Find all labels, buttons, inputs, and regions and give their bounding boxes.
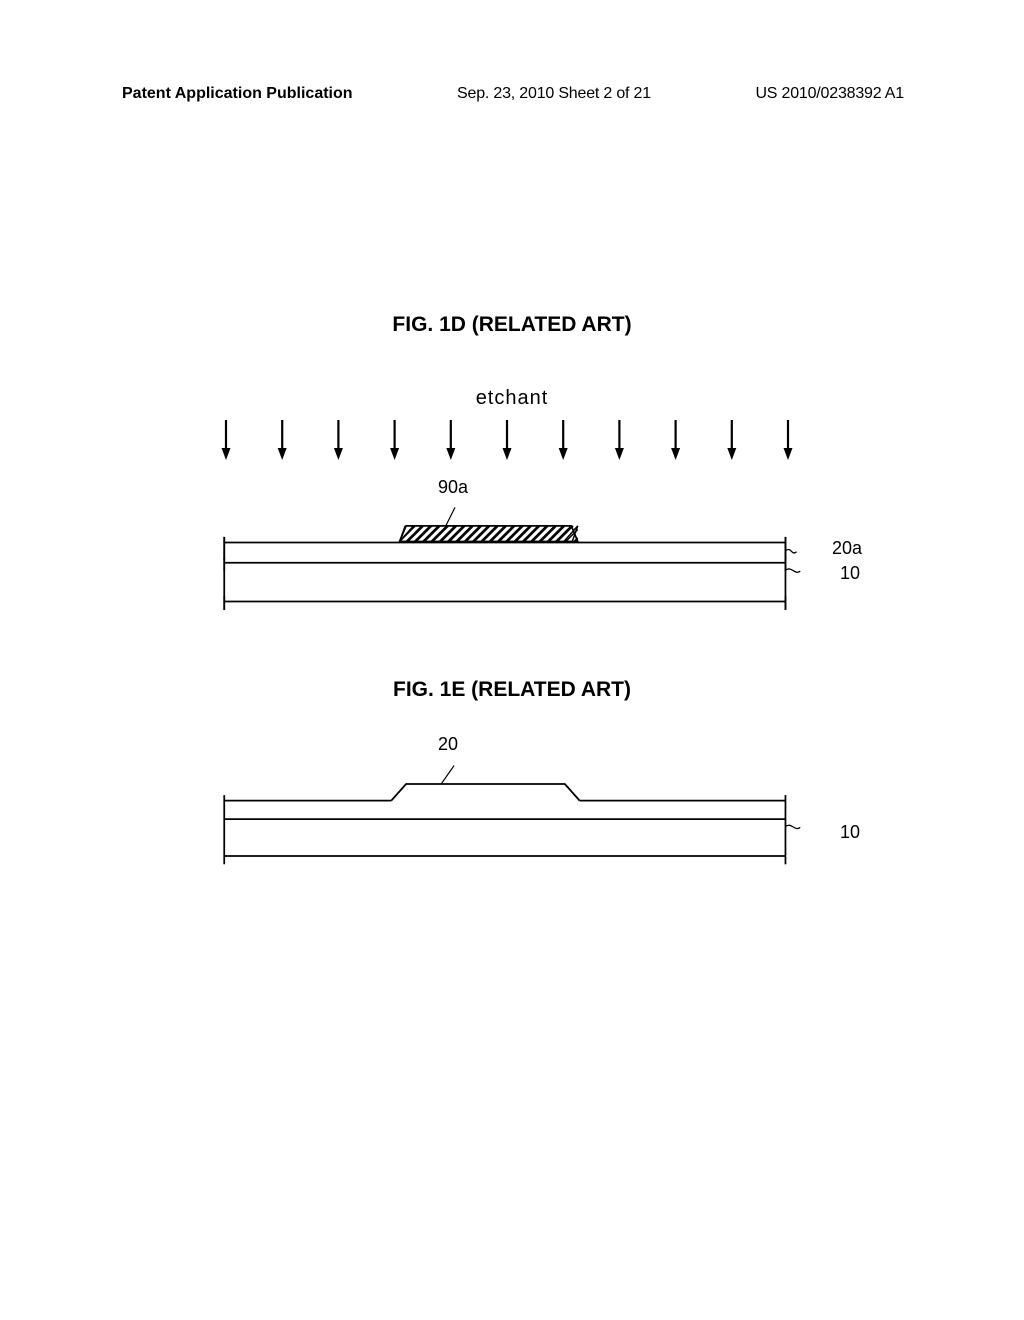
label-10-fig1e: 10	[840, 822, 860, 843]
label-20a: 20a	[832, 538, 862, 559]
fig1d-diagram	[190, 500, 840, 620]
label-10-fig1d: 10	[840, 563, 860, 584]
label-20: 20	[438, 734, 458, 755]
label-90a: 90a	[438, 477, 468, 498]
fig1e-diagram	[190, 760, 840, 880]
fig1e-title: FIG. 1E (RELATED ART)	[0, 678, 1024, 702]
